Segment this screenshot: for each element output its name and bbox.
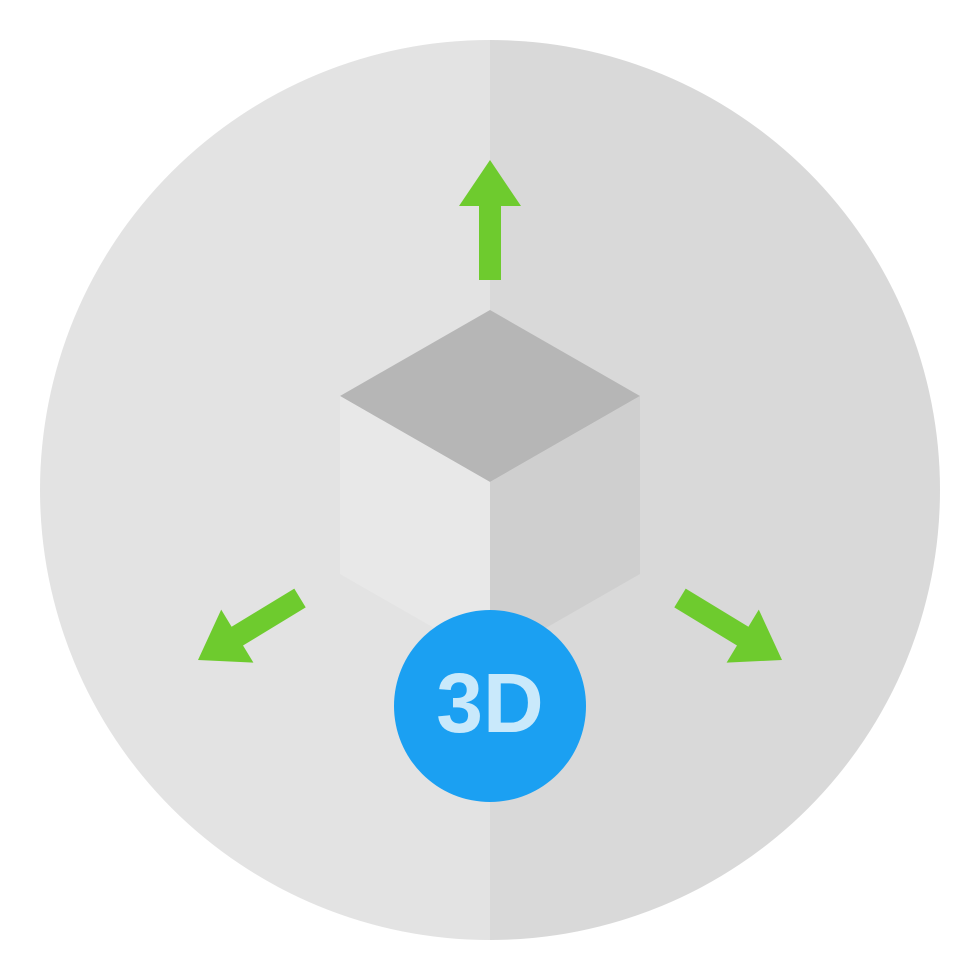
- 3d-badge: 3D: [394, 610, 586, 802]
- 3d-badge-label: 3D: [436, 656, 543, 750]
- 3d-icon-svg: 3D: [0, 0, 980, 980]
- 3d-icon-graphic: 3D: [0, 0, 980, 980]
